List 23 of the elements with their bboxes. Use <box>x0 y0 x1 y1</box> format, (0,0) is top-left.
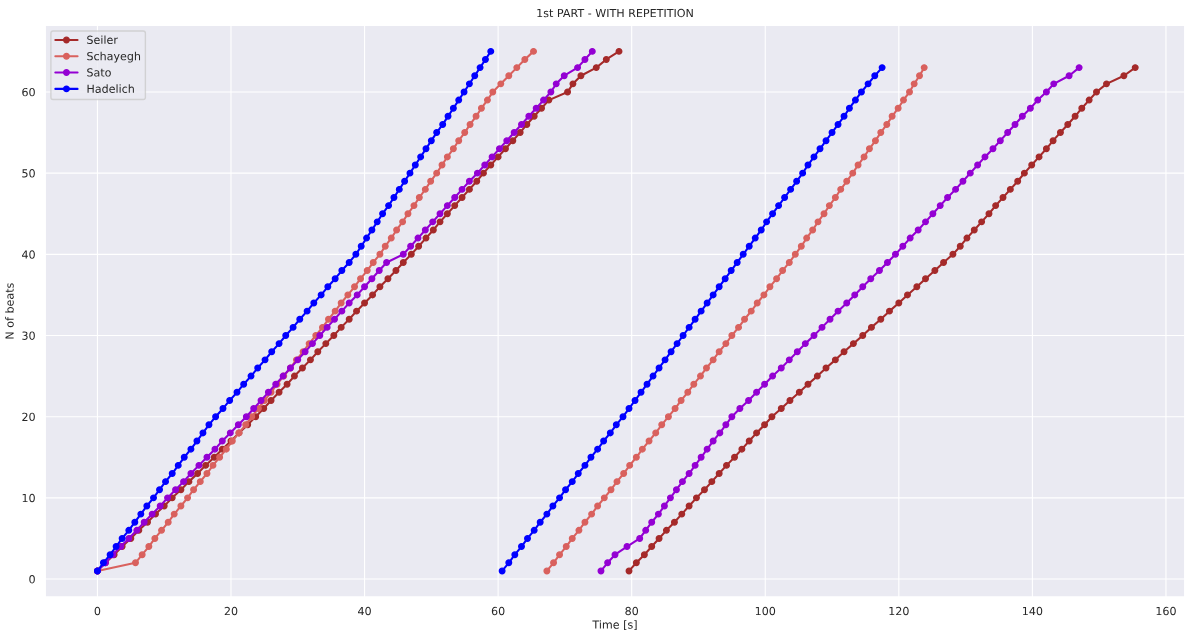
x-axis-title: Time [s] <box>592 620 637 631</box>
y-tick-label: 50 <box>22 169 35 178</box>
y-tick-label: 0 <box>29 575 35 584</box>
legend-label: Schayegh <box>87 51 141 63</box>
y-tick-label: 10 <box>22 493 35 503</box>
legend-label: Hadelich <box>87 84 134 93</box>
y-tick-label: 30 <box>22 331 35 340</box>
x-tick-label: 80 <box>625 606 639 616</box>
x-tick-label: 20 <box>224 606 238 616</box>
legend-label: Seiler <box>87 35 118 44</box>
x-tick-label: 120 <box>889 606 909 616</box>
x-tick-label: 60 <box>491 606 505 616</box>
x-tick-label: 0 <box>94 606 101 616</box>
y-tick-label: 20 <box>22 412 35 422</box>
x-tick-label: 160 <box>1156 606 1176 616</box>
legend-label: Sato <box>87 68 111 77</box>
x-tick-label: 40 <box>358 606 371 616</box>
x-tick-label: 140 <box>1023 606 1043 616</box>
x-tick-label: 100 <box>755 606 776 616</box>
y-tick-label: 40 <box>22 250 35 259</box>
y-tick-label: 60 <box>22 87 35 97</box>
y-axis-title: N of beats <box>5 283 14 339</box>
chart-title: 1st PART - WITH REPETITION <box>537 8 693 18</box>
